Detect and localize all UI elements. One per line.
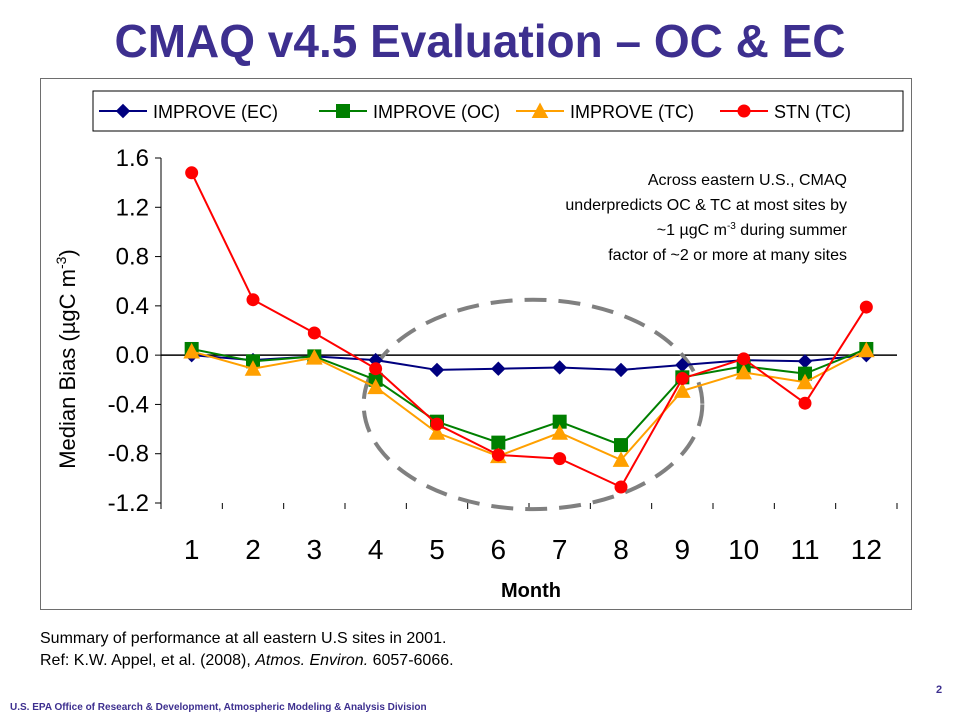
data-point xyxy=(614,438,628,453)
data-point xyxy=(857,341,875,358)
data-point xyxy=(612,451,630,467)
slide-title: CMAQ v4.5 Evaluation – OC & EC xyxy=(114,15,846,67)
series-stn-tc xyxy=(185,166,873,494)
reference-journal: Atmos. Environ. xyxy=(255,652,369,669)
data-point xyxy=(183,342,201,359)
data-point xyxy=(551,424,569,440)
data-point xyxy=(367,378,385,395)
data-point xyxy=(246,293,260,307)
x-axis-label: Month xyxy=(501,580,561,602)
y-tick-label: -0.8 xyxy=(108,441,149,468)
data-point xyxy=(675,372,689,386)
data-point xyxy=(305,349,323,365)
x-tick-label: 1 xyxy=(184,534,200,565)
y-tick-label: 1.6 xyxy=(116,145,149,172)
data-point xyxy=(552,360,567,375)
legend-swatch-marker xyxy=(531,102,549,118)
y-axis-label-close: ) xyxy=(55,249,80,256)
legend-swatch-marker xyxy=(115,103,131,119)
annotation-line-1: Across eastern U.S., CMAQ xyxy=(648,172,847,189)
x-tick-label: 4 xyxy=(368,534,384,565)
axes: 1.61.20.80.40.0-0.4-0.8-1.21 2 3 4 5 6 7 8 9 10 11… xyxy=(108,145,898,565)
data-point xyxy=(428,424,446,440)
series-improve-tc xyxy=(183,341,875,467)
x-tick-label: 9 xyxy=(675,534,691,565)
x-tick-label: 3 xyxy=(307,534,323,565)
y-axis-label-text: Median Bias (µgC m xyxy=(55,269,80,469)
annotation-line-4: factor of ~2 or more at many sites xyxy=(608,247,847,264)
data-point xyxy=(797,354,813,369)
annotation: Across eastern U.S., CMAQ underpredicts … xyxy=(565,172,847,264)
series-layer xyxy=(183,166,875,494)
x-tick-label: 2 xyxy=(245,534,261,565)
legend-label: IMPROVE (OC) xyxy=(373,102,500,122)
bias-line-chart: IMPROVE (EC) IMPROVE (OC) IMPROVE (TC) STN … xyxy=(53,90,904,602)
data-point xyxy=(369,362,383,376)
x-tick-label: 7 xyxy=(552,534,568,565)
y-tick-label: -0.4 xyxy=(108,391,149,418)
highlight-ellipse xyxy=(361,297,705,512)
x-tick-label: 12 xyxy=(851,534,882,565)
data-point xyxy=(614,480,628,494)
data-point xyxy=(798,396,812,410)
data-point xyxy=(307,326,321,340)
y-axis-label: Median Bias (µgC m-3) xyxy=(53,249,80,469)
legend-swatch-marker xyxy=(336,104,350,118)
annotation-line-3: ~1 µgC m-3 during summer xyxy=(657,221,848,239)
series-line xyxy=(191,349,867,462)
data-point xyxy=(796,373,814,390)
reference-prefix: Ref: K.W. Appel, et al. (2008), xyxy=(40,652,256,669)
reference-pages: 6057-6066. xyxy=(368,652,454,669)
data-point xyxy=(553,452,567,466)
y-axis-label-sup: -3 xyxy=(53,256,69,269)
page-number: 2 xyxy=(936,684,943,696)
legend-label: IMPROVE (EC) xyxy=(153,102,278,122)
legend-swatch-marker xyxy=(737,104,751,118)
x-tick-label: 5 xyxy=(429,534,445,565)
highlight-ellipse-shape xyxy=(361,297,705,512)
x-tick-label: 11 xyxy=(790,534,819,565)
legend-label: IMPROVE (TC) xyxy=(570,102,694,122)
y-tick-label: 0.4 xyxy=(116,293,149,320)
series-improve-oc xyxy=(184,341,874,453)
series-line xyxy=(191,348,867,447)
chart-frame: IMPROVE (EC) IMPROVE (OC) IMPROVE (TC) STN … xyxy=(40,78,912,610)
data-point xyxy=(859,300,873,314)
legend: IMPROVE (EC) IMPROVE (OC) IMPROVE (TC) STN … xyxy=(92,90,904,132)
x-tick-label: 8 xyxy=(613,534,629,565)
annotation-line-3-pre: ~1 µgC m xyxy=(657,222,727,239)
summary-line-1: Summary of performance at all eastern U.… xyxy=(40,630,447,647)
data-point xyxy=(491,448,505,462)
y-tick-label: -1.2 xyxy=(108,490,149,517)
data-point xyxy=(430,417,444,431)
data-point xyxy=(491,361,506,376)
y-tick-label: 1.2 xyxy=(116,194,149,221)
x-tick-label: 6 xyxy=(491,534,507,565)
reference-line: Ref: K.W. Appel, et al. (2008), Atmos. E… xyxy=(40,650,454,672)
annotation-line-2: underpredicts OC & TC at most sites by xyxy=(565,197,847,214)
data-point xyxy=(673,382,691,398)
data-point xyxy=(185,166,199,180)
footer-text: U.S. EPA Office of Research & Developmen… xyxy=(10,702,427,713)
data-point xyxy=(737,352,751,366)
annotation-line-3-sup: -3 xyxy=(727,221,736,232)
series-line xyxy=(190,172,868,489)
data-point xyxy=(244,360,262,376)
annotation-line-3-post: during summer xyxy=(736,222,848,239)
data-point xyxy=(613,362,629,378)
y-tick-label: 0.0 xyxy=(116,342,149,369)
data-point xyxy=(735,363,753,380)
data-point xyxy=(491,435,506,450)
legend-label: STN (TC) xyxy=(774,102,851,122)
x-tick-label: 10 xyxy=(728,534,759,565)
summary-text: Summary of performance at all eastern U.… xyxy=(40,628,454,672)
y-tick-label: 0.8 xyxy=(116,244,149,271)
data-point xyxy=(429,362,445,378)
